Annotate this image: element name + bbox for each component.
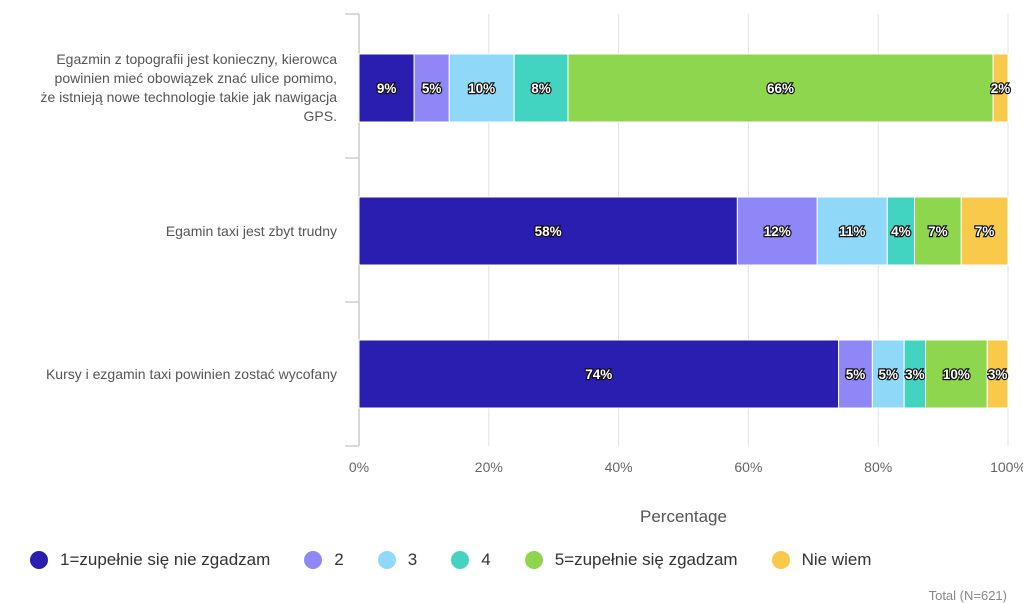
bar-segment: [358, 339, 840, 409]
category-label-line: powinien mieć obowiązek znać ulice pomim…: [54, 70, 337, 86]
x-tick-label: 0%: [349, 459, 369, 475]
bar-segment: [358, 196, 738, 266]
x-tick-label: 20%: [475, 459, 503, 475]
data-label: 10%: [468, 81, 495, 96]
legend-marker: [304, 551, 323, 569]
x-tick-label: 60%: [734, 459, 762, 475]
data-label: 9%: [377, 81, 397, 96]
data-label: 7%: [975, 224, 995, 239]
data-label: 4%: [891, 224, 911, 239]
bar-segment: [886, 196, 916, 266]
x-axis-title: Percentage: [640, 507, 727, 526]
legend-marker: [377, 551, 396, 569]
legend-item: 1=zupełnie się nie zgadzam: [30, 550, 270, 570]
data-label: 3%: [988, 367, 1008, 382]
legend-item: Nie wiem: [771, 550, 872, 570]
data-label: 58%: [535, 224, 562, 239]
bar-segment: [736, 196, 818, 266]
bar-segment: [986, 339, 1009, 409]
category-label-line: Kursy i ezgamin taxi powinien zostać wyc…: [45, 365, 337, 382]
category-label-line: Egazmin z topografii jest konieczny, kie…: [56, 51, 337, 67]
data-label: 11%: [839, 224, 865, 239]
x-tick-label: 40%: [605, 459, 633, 475]
category-label-line: GPS.: [303, 108, 337, 124]
legend-marker: [451, 551, 470, 569]
data-label: 2%: [991, 81, 1011, 96]
legend-marker: [771, 551, 790, 569]
legend-item: 4: [451, 550, 491, 570]
bar-segment: [816, 196, 888, 266]
legend-label: 3: [407, 550, 418, 569]
category-label-line: że istnieją nowe technologie takie jak n…: [40, 89, 337, 105]
total-note: Total (N=621): [928, 588, 1007, 603]
data-label: 5%: [422, 81, 442, 96]
bar-segment: [413, 53, 450, 123]
category-label: Kursy i ezgamin taxi powinien zostać wyc…: [17, 365, 337, 384]
x-tick-label: 100%: [990, 459, 1023, 475]
bar-segment: [992, 53, 1009, 123]
bar-segment: [960, 196, 1009, 266]
legend-label: 5=zupełnie się zgadzam: [554, 550, 738, 569]
legend-label: 4: [481, 550, 491, 569]
data-label: 3%: [905, 367, 925, 382]
legend-label: 1=zupełnie się nie zgadzam: [60, 550, 271, 569]
legend-marker: [30, 551, 48, 569]
legend-item: 3: [377, 550, 418, 570]
bar-segment: [925, 339, 988, 409]
legend-item: 2: [304, 550, 344, 570]
data-label: 5%: [846, 367, 866, 382]
legend-item: 5=zupełnie się zgadzam: [524, 550, 738, 570]
category-label: Egamin taxi jest zbyt trudny: [17, 222, 337, 241]
category-label: Egazmin z topografii jest konieczny, kie…: [17, 50, 337, 126]
bar-segment: [567, 53, 994, 123]
data-label: 5%: [879, 367, 899, 382]
legend-marker: [524, 551, 543, 569]
legend: 1=zupełnie się nie zgadzam 2 3 4 5=zupełnie …: [30, 550, 905, 570]
data-label: 66%: [767, 81, 794, 96]
legend-label: 2: [334, 550, 344, 569]
data-label: 7%: [928, 224, 948, 239]
legend-label: Nie wiem: [801, 550, 872, 569]
data-label: 74%: [585, 367, 612, 382]
data-label: 8%: [531, 81, 551, 96]
x-tick-label: 80%: [864, 459, 892, 475]
data-label: 12%: [764, 224, 791, 239]
data-label: 10%: [943, 367, 970, 382]
category-label-line: Egamin taxi jest zbyt trudny: [165, 222, 337, 239]
